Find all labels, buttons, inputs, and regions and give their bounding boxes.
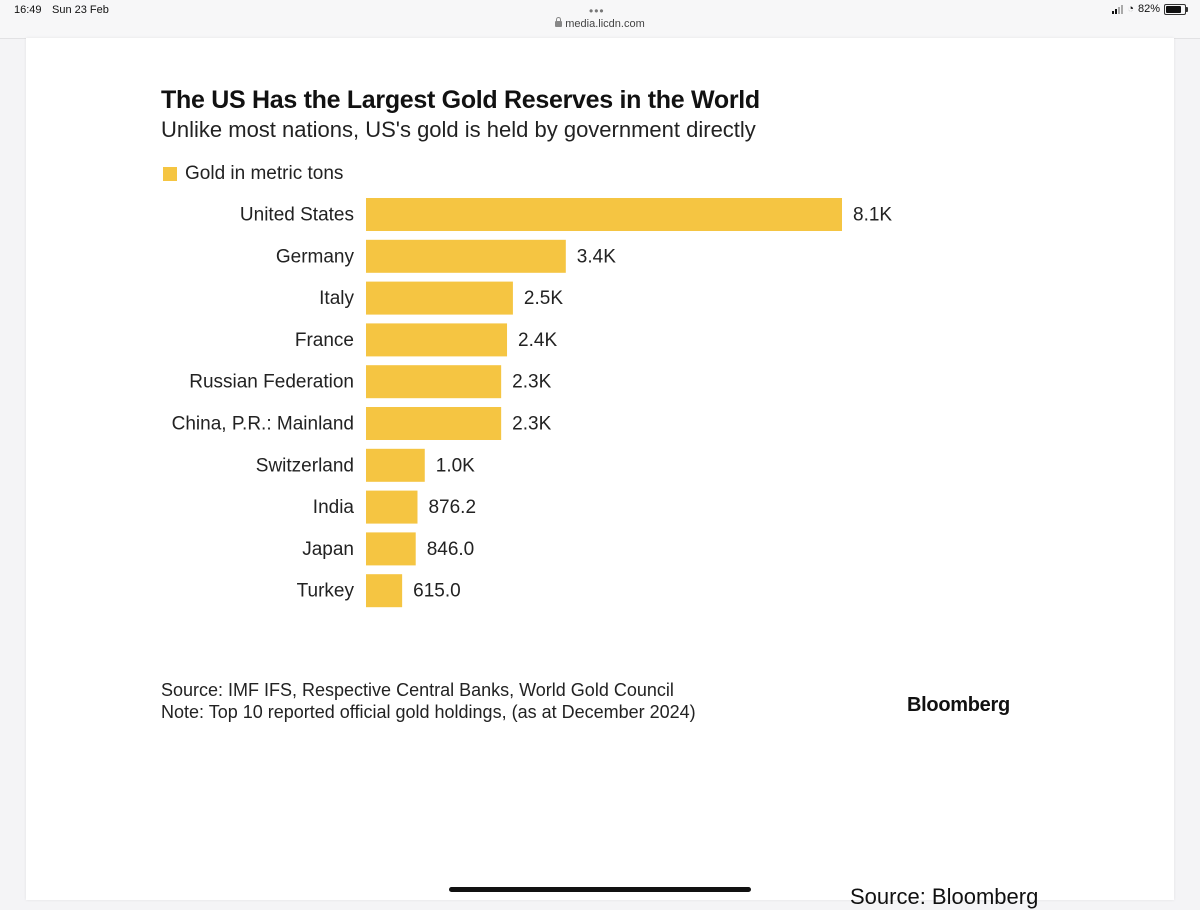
value-label: 1.0K (436, 455, 475, 476)
bloomberg-logo: Bloomberg (907, 694, 1010, 716)
bar (366, 323, 508, 357)
address-bar[interactable]: media.licdn.com (0, 17, 1200, 30)
signal-icon (1112, 4, 1124, 14)
legend-swatch (163, 167, 177, 181)
bar (366, 448, 425, 482)
value-label: 2.5K (524, 288, 563, 309)
chart-title: The US Has the Largest Gold Reserves in … (161, 86, 760, 114)
bar (366, 532, 416, 566)
image-page (26, 38, 1174, 900)
value-label: 615.0 (413, 581, 461, 602)
bar (366, 490, 418, 524)
chart-subtitle: Unlike most nations, US's gold is held b… (161, 117, 756, 142)
legend-label: Gold in metric tons (185, 163, 344, 184)
value-label: 2.4K (518, 330, 557, 351)
url-text: media.licdn.com (565, 18, 645, 30)
category-label: France (295, 330, 354, 351)
more-dots-icon[interactable]: ••• (589, 4, 605, 18)
value-label: 2.3K (512, 414, 551, 435)
category-label: Italy (319, 288, 354, 309)
bar (366, 574, 403, 608)
value-label: 2.3K (512, 372, 551, 393)
note-text: Note: Top 10 reported official gold hold… (161, 702, 696, 722)
category-label: India (313, 497, 355, 518)
category-label: United States (240, 205, 354, 226)
category-label: Japan (302, 539, 354, 560)
chart-legend: Gold in metric tons (163, 163, 343, 185)
bar (366, 365, 502, 399)
home-indicator[interactable] (449, 887, 751, 892)
category-label: Switzerland (256, 455, 354, 476)
value-label: 846.0 (427, 539, 475, 560)
category-label: China, P.R.: Mainland (172, 414, 354, 435)
bar (366, 281, 513, 315)
battery-percent: 82% (1137, 3, 1160, 15)
category-label: Russian Federation (189, 372, 354, 393)
status-bar: 16:49 Sun 23 Feb ••• media.licdn.com ◔ 8… (0, 0, 1200, 39)
source-note: Source: IMF IFS, Respective Central Bank… (161, 679, 696, 723)
value-label: 876.2 (428, 497, 476, 518)
bar (366, 198, 842, 231)
bar (366, 407, 502, 440)
status-indicators: ◔ 82% (1112, 3, 1188, 15)
battery-fill (1166, 5, 1181, 13)
value-label: 8.1K (853, 205, 892, 226)
caption-text: Source: Bloomberg (850, 884, 1039, 909)
bar (366, 239, 566, 273)
category-label: Turkey (297, 581, 355, 602)
lock-icon (555, 17, 563, 27)
battery-icon (1164, 3, 1188, 15)
wifi-icon: ◔ (1127, 3, 1134, 15)
value-label: 3.4K (577, 246, 616, 267)
source-text: Source: IMF IFS, Respective Central Bank… (161, 680, 674, 700)
status-time: 16:49 (14, 4, 42, 16)
category-label: Germany (276, 246, 355, 267)
status-date: Sun 23 Feb (52, 4, 109, 16)
